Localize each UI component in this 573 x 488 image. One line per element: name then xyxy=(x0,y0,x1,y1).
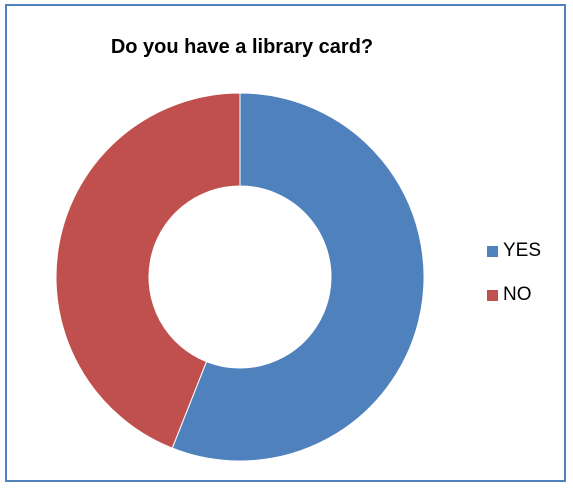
legend-item-yes: YES xyxy=(487,240,541,262)
chart-frame: Do you have a library card? YES NO xyxy=(5,4,566,482)
donut-slice-no xyxy=(55,92,241,449)
legend-label-yes: YES xyxy=(503,240,542,261)
legend-label-no: NO xyxy=(503,284,532,305)
legend-swatch-no xyxy=(487,289,498,301)
legend-item-no: NO xyxy=(487,284,541,306)
donut-chart xyxy=(55,92,425,462)
donut-slice-yes xyxy=(171,92,425,462)
chart-title: Do you have a library card? xyxy=(110,36,374,58)
legend-swatch-yes xyxy=(487,245,498,257)
chart-legend: YES NO xyxy=(487,240,541,328)
